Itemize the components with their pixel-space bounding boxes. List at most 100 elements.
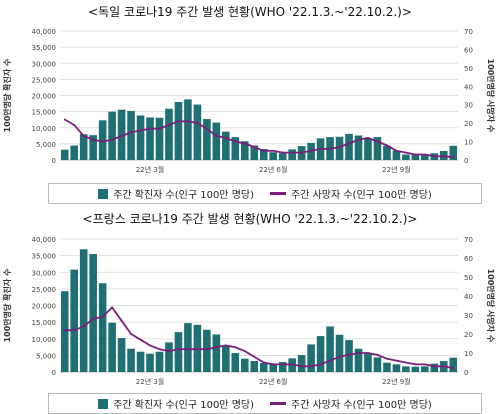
bar: [155, 351, 164, 372]
bar: [402, 154, 410, 160]
y-tick-label-left: 40,000: [32, 28, 57, 36]
y-tick-label-right: 60: [464, 255, 473, 263]
line-point: [149, 127, 151, 130]
line-point: [139, 338, 142, 341]
line-point: [63, 329, 66, 332]
legend-label-line: 주간 사망자 수(인구 100만 명당): [291, 400, 432, 411]
chart-title: <프랑스 코로나19 주간 발생 현황(WHO '22.1.3.~'22.10.…: [82, 212, 418, 226]
y-tick-label-right: 70: [464, 236, 473, 244]
line-point: [357, 352, 360, 354]
line-point: [338, 146, 341, 149]
line-point: [395, 149, 398, 152]
line-point: [386, 357, 388, 360]
line-point: [319, 363, 322, 366]
line-point: [168, 124, 170, 126]
line-point: [253, 146, 256, 149]
bar: [60, 149, 69, 160]
bar: [240, 141, 249, 160]
line-point: [82, 325, 85, 328]
line-point: [338, 355, 341, 358]
bar: [392, 150, 401, 160]
y-tick-label-left: 35,000: [32, 44, 57, 52]
line-point: [111, 138, 114, 141]
bar: [108, 111, 116, 160]
x-tick-label: 22년 6월: [259, 165, 287, 174]
bar: [127, 348, 135, 372]
bar: [373, 357, 382, 372]
line-point: [196, 122, 199, 125]
legend-label-bar: 주간 확진자 수(인구 100만 명당): [113, 400, 254, 411]
legend: 주간 확진자 수(인구 100만 명당) 주간 사망자 수(인구 100만 명당): [48, 183, 482, 204]
line-point: [205, 348, 208, 351]
bar: [335, 136, 344, 160]
bar: [364, 138, 372, 160]
death-line: [64, 118, 454, 159]
france-chart: 0 5,000 10,000 15,000 20,000 25,000 30,000 35,0…: [2, 236, 496, 386]
bar: [98, 283, 107, 372]
line-point: [423, 363, 426, 366]
x-tick-label: 22년 9월: [382, 165, 410, 174]
bar: [297, 355, 306, 372]
x-tick-label: 22년 9월: [382, 377, 410, 386]
line-point: [215, 135, 218, 137]
bar: [127, 110, 135, 160]
bar: [70, 145, 79, 160]
bar: [259, 149, 268, 160]
bar: [269, 363, 278, 372]
y-tick-label-right: 20: [464, 120, 473, 128]
y-tick-label-left: 20,000: [32, 303, 57, 311]
bar: [383, 145, 391, 160]
legend-label-line: 주간 사망자 수(인구 100만 명당): [291, 190, 432, 201]
line-point: [319, 148, 322, 150]
line-point: [149, 344, 151, 347]
y-tick-label-right: 70: [464, 28, 473, 36]
y-tick-label-left: 35,000: [32, 253, 57, 261]
line-point: [262, 361, 265, 364]
germany-chart: 0 5,000 10,000 15,000 20,000 25,000 30,000 35,0…: [2, 28, 496, 174]
line-point: [329, 148, 331, 150]
line-point: [92, 317, 95, 320]
y-tick-label-left: 10,000: [32, 125, 57, 133]
line-point: [215, 346, 218, 349]
bar: [136, 351, 145, 372]
line-point: [395, 359, 398, 362]
bar: [193, 104, 202, 160]
line-point: [291, 151, 294, 154]
bar: [146, 117, 154, 160]
legend-swatch-line: [270, 402, 286, 405]
bar: [165, 342, 173, 372]
legend-swatch-line: [270, 192, 286, 195]
line-point: [120, 135, 123, 137]
line-point: [101, 316, 104, 318]
bar: [108, 322, 116, 372]
bar: [165, 108, 173, 160]
line-point: [272, 149, 275, 152]
legend: 주간 확진자 수(인구 100만 명당) 주간 사망자 수(인구 100만 명당): [48, 393, 482, 414]
line-point: [376, 354, 379, 356]
y-tick-label-right: 30: [464, 312, 473, 320]
line-point: [243, 350, 246, 352]
bar: [79, 134, 88, 160]
bar: [421, 366, 429, 372]
line-point: [111, 306, 114, 309]
bar: [231, 137, 240, 160]
line-point: [281, 151, 284, 154]
bar: [392, 364, 401, 372]
line-point: [73, 124, 76, 126]
y-tick-label-right: 50: [464, 65, 473, 73]
line-point: [310, 365, 313, 368]
bar: [89, 135, 97, 160]
bar: [174, 332, 183, 372]
line-point: [224, 136, 227, 139]
death-line: [64, 306, 454, 370]
bar: [354, 135, 363, 160]
bar: [411, 154, 420, 160]
y-axis-title-right: 100만명당 사망자 수: [486, 59, 496, 133]
line-point: [348, 354, 350, 356]
bar: [345, 133, 353, 160]
bar: [250, 361, 259, 372]
line-point: [386, 144, 388, 147]
line-point: [92, 138, 95, 141]
y-tick-label-left: 0: [52, 369, 56, 377]
line-point: [187, 120, 189, 123]
